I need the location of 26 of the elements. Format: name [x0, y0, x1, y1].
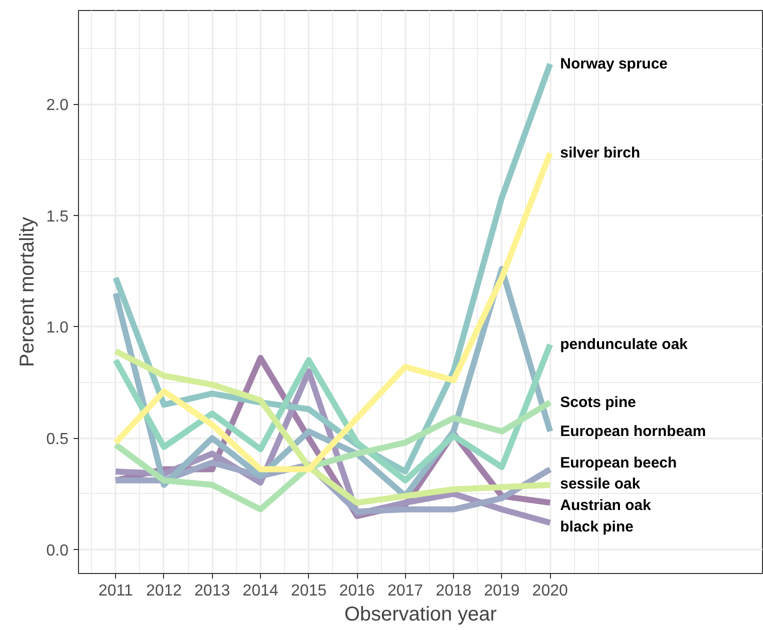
- x-tick-label: 2019: [484, 582, 520, 600]
- x-tick-label: 2016: [339, 582, 375, 600]
- y-tick-label: 2.0: [46, 97, 69, 114]
- series-label: pendunculate oak: [560, 336, 688, 354]
- series-label: Austrian oak: [560, 497, 652, 514]
- x-tick-label: 2011: [98, 582, 133, 600]
- x-tick-label: 2012: [146, 582, 182, 600]
- series-label: European beech: [560, 454, 677, 472]
- series-label: Scots pine: [560, 394, 636, 411]
- y-tick-label: 1.0: [46, 320, 69, 337]
- x-tick-label: 2013: [194, 582, 230, 600]
- x-axis-title: Observation year: [344, 604, 497, 626]
- x-tick-label: 2015: [290, 582, 327, 600]
- x-tick-label: 2014: [242, 582, 278, 600]
- y-tick-label: 0.5: [46, 431, 69, 448]
- y-axis-title: Percent mortality: [16, 216, 38, 368]
- x-tick-label: 2018: [436, 582, 472, 600]
- series-label: black pine: [560, 518, 634, 536]
- y-tick-label: 0.0: [46, 542, 69, 560]
- series-label: silver birch: [560, 144, 640, 162]
- series-label: European hornbeam: [560, 422, 706, 440]
- series-label: Norway spruce: [560, 55, 668, 72]
- x-tick-label: 2020: [532, 582, 568, 600]
- y-tick-label: 1.5: [46, 208, 69, 226]
- x-tick-label: 2017: [388, 582, 424, 600]
- series-label: sessile oak: [560, 476, 641, 493]
